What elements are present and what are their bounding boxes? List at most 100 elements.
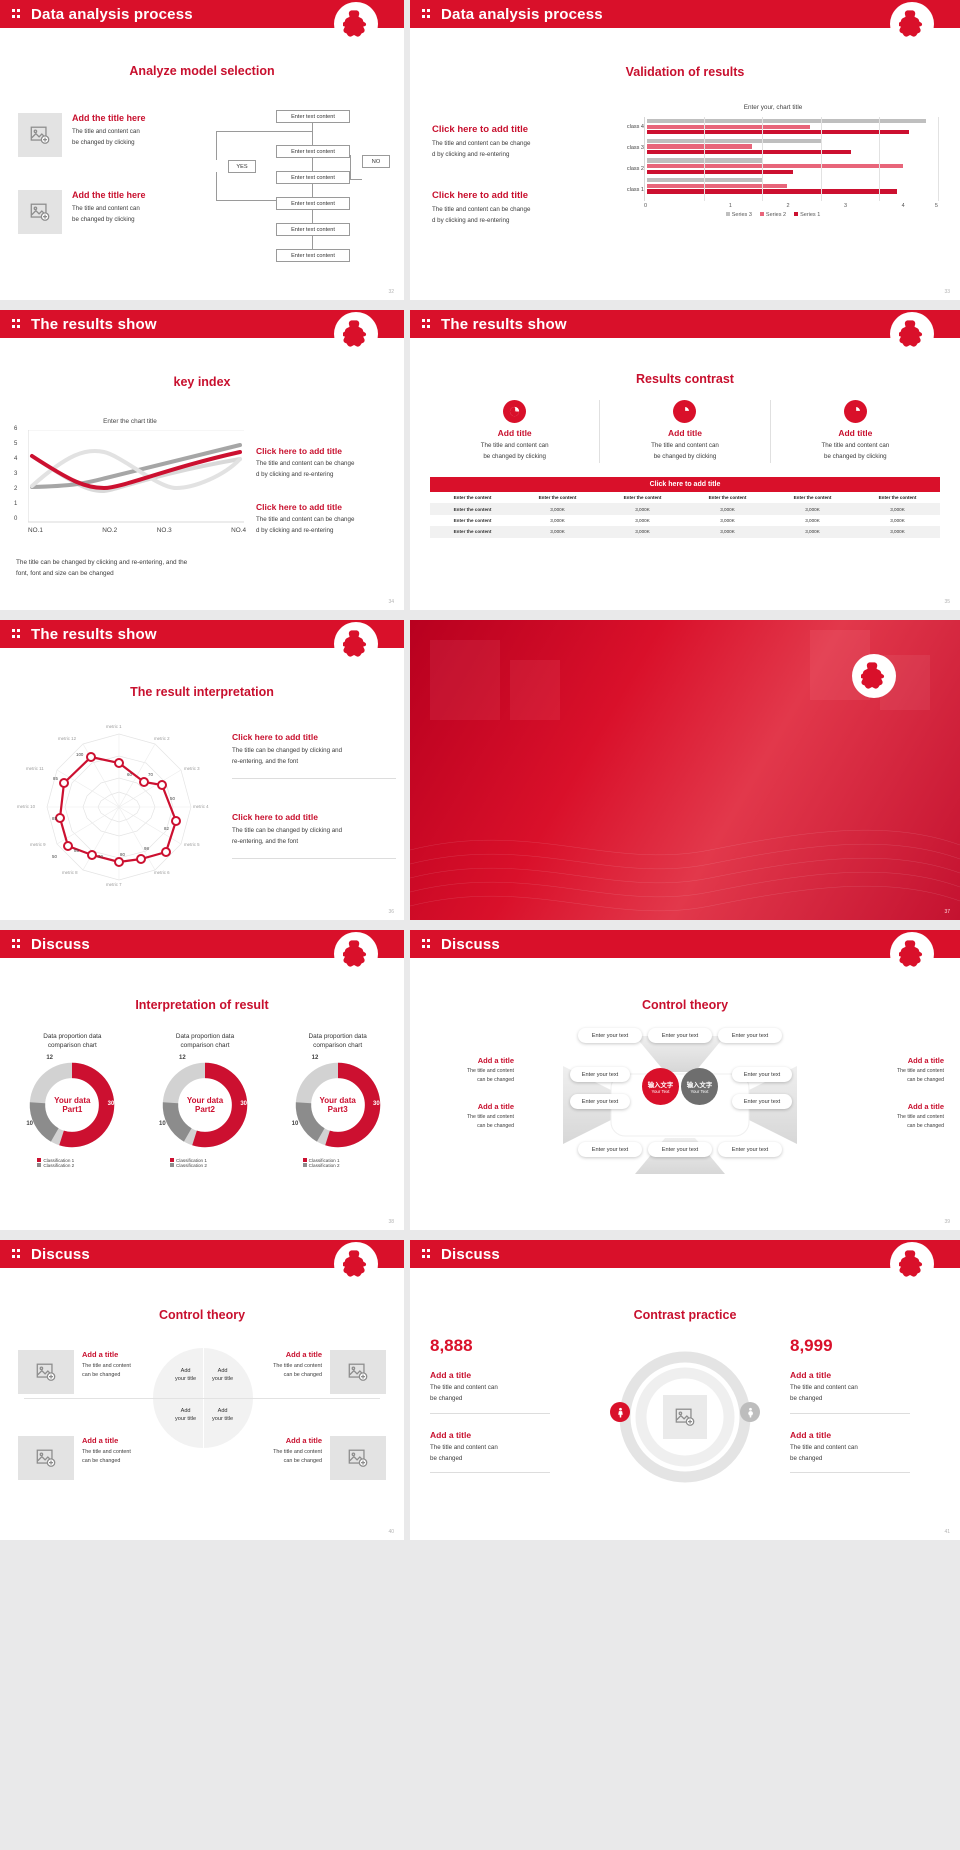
center-label-line-2: your title bbox=[175, 1415, 197, 1422]
pill-top[interactable]: Enter your text bbox=[578, 1028, 642, 1043]
donut-chart-group: Data proportion data comparison chart You… bbox=[10, 1032, 135, 1168]
donut-label: 10 bbox=[291, 1120, 299, 1127]
cell: 3,000K bbox=[805, 529, 820, 535]
side-line-2: can be changed bbox=[477, 1077, 514, 1084]
page-number: 34 bbox=[388, 599, 394, 605]
col-header: Enter the content bbox=[538, 495, 577, 501]
center-node-grey[interactable]: 输入文字 Your Text bbox=[681, 1068, 718, 1105]
pill-top[interactable]: Enter your text bbox=[718, 1028, 782, 1043]
table-row: Enter the content 3,000K 3,000K 3,000K 3… bbox=[430, 503, 940, 515]
center-rings bbox=[610, 1350, 760, 1484]
info-card[interactable]: Add title The title and content can be c… bbox=[771, 400, 940, 463]
block-line-1: The title and content can bbox=[72, 128, 140, 135]
slide-40[interactable]: Discuss Control theory Add your title Ad… bbox=[0, 1240, 410, 1550]
page-number: 38 bbox=[388, 1219, 394, 1225]
radar-axis-label: metric 11 bbox=[26, 766, 44, 771]
slide-column-left: Data analysis process Analyze model sele… bbox=[0, 0, 410, 1550]
center-label-line-2: your title bbox=[175, 1375, 197, 1382]
quadrant-line-1: The title and content bbox=[82, 1363, 131, 1369]
flow-node[interactable]: Enter text content bbox=[276, 171, 350, 184]
block-title: Add the title here bbox=[72, 190, 146, 200]
cell: 3,000K bbox=[550, 529, 565, 535]
legend-label: Classification 2 bbox=[176, 1162, 207, 1168]
block-line-2: d by clicking and re-entering bbox=[256, 526, 334, 534]
info-card[interactable]: Add title The title and content can be c… bbox=[430, 400, 601, 463]
pill-left[interactable]: Enter your text bbox=[570, 1067, 630, 1082]
slide-33[interactable]: Data analysis process Validation of resu… bbox=[410, 0, 960, 310]
side-line-1: The title and content bbox=[896, 1068, 944, 1074]
flow-node[interactable]: Enter text content bbox=[276, 197, 350, 210]
flow-decision-no[interactable]: NO bbox=[362, 155, 390, 168]
dots-icon bbox=[422, 938, 432, 950]
flow-node[interactable]: Enter text content bbox=[276, 110, 350, 123]
flow-node[interactable]: Enter text content bbox=[276, 223, 350, 236]
slide-title: Contrast practice bbox=[633, 1308, 737, 1322]
card-line-2: be changed by clicking bbox=[653, 452, 717, 460]
flow-decision-yes[interactable]: YES bbox=[228, 160, 256, 173]
donut-caption-line-1: Data proportion data bbox=[308, 1033, 367, 1040]
block-title: Add a title bbox=[790, 1429, 832, 1440]
pill-bottom[interactable]: Enter your text bbox=[648, 1142, 712, 1157]
donut-caption-line-1: Data proportion data bbox=[175, 1033, 235, 1040]
bar-series2 bbox=[647, 183, 787, 188]
page-number: 40 bbox=[388, 1529, 394, 1535]
image-placeholder-icon[interactable] bbox=[18, 1436, 74, 1480]
slide-35[interactable]: The results show Results contrast Add ti… bbox=[410, 310, 960, 620]
bar-series2 bbox=[647, 164, 904, 169]
cell: 3,000K bbox=[635, 506, 650, 512]
radar-axis-label: metric 7 bbox=[106, 882, 122, 887]
radar-value-label: 50 bbox=[170, 796, 175, 801]
side-line-1: The title and content bbox=[466, 1068, 514, 1074]
pill-left[interactable]: Enter your text bbox=[570, 1094, 630, 1109]
pill-top[interactable]: Enter your text bbox=[648, 1028, 712, 1043]
slide-39[interactable]: Discuss Control theory 输入文字 Your Text 输入… bbox=[410, 930, 960, 1240]
donut-caption-line-2: comparison chart bbox=[313, 1042, 363, 1050]
flow-node[interactable]: Enter text content bbox=[276, 145, 350, 158]
table-banner[interactable]: Click here to add title bbox=[430, 477, 940, 492]
right-number: 8,999 bbox=[790, 1336, 833, 1355]
image-placeholder-icon[interactable] bbox=[18, 1350, 74, 1394]
quadrant-line-2: can be changed bbox=[82, 1458, 121, 1465]
image-placeholder-icon[interactable] bbox=[18, 113, 62, 157]
pill-right[interactable]: Enter your text bbox=[732, 1094, 792, 1109]
page-number: 41 bbox=[944, 1529, 950, 1535]
image-placeholder-icon[interactable] bbox=[663, 1395, 707, 1439]
slide-header-band: Data analysis process bbox=[410, 0, 960, 28]
male-icon bbox=[610, 1402, 630, 1422]
pill-bottom[interactable]: Enter your text bbox=[578, 1142, 642, 1157]
slide-header-band: Discuss bbox=[410, 930, 960, 958]
image-placeholder-icon[interactable] bbox=[18, 190, 62, 234]
results-table: Enter the content Enter the content Ente… bbox=[430, 492, 940, 538]
info-card[interactable]: Add title The title and content can be c… bbox=[600, 400, 771, 463]
radar-axis-label: metric 1 bbox=[106, 724, 122, 729]
legend-label: Classification 1 bbox=[176, 1157, 207, 1163]
donut-label: 10 bbox=[159, 1120, 166, 1127]
slide-header-band: Discuss bbox=[410, 1240, 960, 1268]
radar-axis-label: metric 10 bbox=[17, 804, 36, 809]
block-line-2: re-entering, and the font bbox=[232, 757, 299, 765]
bar-series1 bbox=[647, 169, 793, 174]
center-node-red[interactable]: 输入文字 Your Text bbox=[642, 1068, 679, 1105]
donut-center-line-1: Your data bbox=[319, 1095, 356, 1105]
slide-36[interactable]: The results show The result interpretati… bbox=[0, 620, 410, 930]
radar-axis-label: metric 6 bbox=[154, 870, 170, 875]
slide-34[interactable]: The results show key index Enter the cha… bbox=[0, 310, 410, 620]
flow-node[interactable]: Enter text content bbox=[276, 249, 350, 262]
center-node-cn: 输入文字 bbox=[686, 1081, 713, 1089]
chart-title: Enter the chart title bbox=[103, 418, 157, 425]
slide-37[interactable]: 6 Discussion and conclusions Discussion … bbox=[410, 620, 960, 930]
slide-32[interactable]: Data analysis process Analyze model sele… bbox=[0, 0, 410, 310]
block-line-2: re-entering, and the font bbox=[232, 837, 299, 845]
left-number: 8,888 bbox=[430, 1336, 473, 1355]
block-title: Click here to add title bbox=[256, 502, 342, 512]
bear-logo-icon bbox=[334, 1242, 378, 1286]
slide-38[interactable]: Discuss Interpretation of result Data pr… bbox=[0, 930, 410, 1240]
pill-bottom[interactable]: Enter your text bbox=[718, 1142, 782, 1157]
pill-right[interactable]: Enter your text bbox=[732, 1067, 792, 1082]
side-title: Add a title bbox=[907, 1056, 944, 1065]
image-placeholder-icon[interactable] bbox=[330, 1350, 386, 1394]
block-line-1: The title and content can bbox=[430, 1443, 498, 1451]
slide-41[interactable]: Discuss Contrast practice 8,888 bbox=[410, 1240, 960, 1550]
radar-value-label: 85 bbox=[74, 848, 79, 853]
image-placeholder-icon[interactable] bbox=[330, 1436, 386, 1480]
